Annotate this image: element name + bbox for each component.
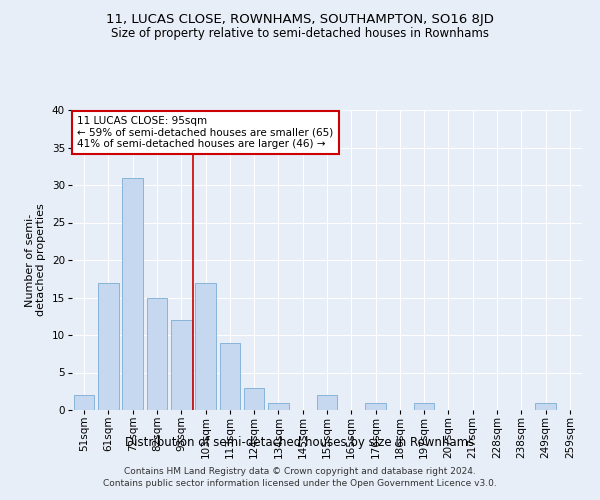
Text: 11, LUCAS CLOSE, ROWNHAMS, SOUTHAMPTON, SO16 8JD: 11, LUCAS CLOSE, ROWNHAMS, SOUTHAMPTON, … <box>106 12 494 26</box>
Bar <box>122 178 143 410</box>
Bar <box>98 282 119 410</box>
Bar <box>195 282 216 410</box>
Bar <box>220 342 240 410</box>
Text: Contains HM Land Registry data © Crown copyright and database right 2024.: Contains HM Land Registry data © Crown c… <box>124 467 476 476</box>
Bar <box>365 402 386 410</box>
Text: Size of property relative to semi-detached houses in Rownhams: Size of property relative to semi-detach… <box>111 28 489 40</box>
Bar <box>414 402 434 410</box>
Text: 11 LUCAS CLOSE: 95sqm
← 59% of semi-detached houses are smaller (65)
41% of semi: 11 LUCAS CLOSE: 95sqm ← 59% of semi-deta… <box>77 116 334 149</box>
Bar <box>535 402 556 410</box>
Bar <box>317 395 337 410</box>
Y-axis label: Number of semi-
detached properties: Number of semi- detached properties <box>25 204 46 316</box>
Text: Distribution of semi-detached houses by size in Rownhams: Distribution of semi-detached houses by … <box>125 436 475 449</box>
Text: Contains public sector information licensed under the Open Government Licence v3: Contains public sector information licen… <box>103 478 497 488</box>
Bar <box>74 395 94 410</box>
Bar <box>244 388 265 410</box>
Bar <box>268 402 289 410</box>
Bar <box>171 320 191 410</box>
Bar <box>146 298 167 410</box>
